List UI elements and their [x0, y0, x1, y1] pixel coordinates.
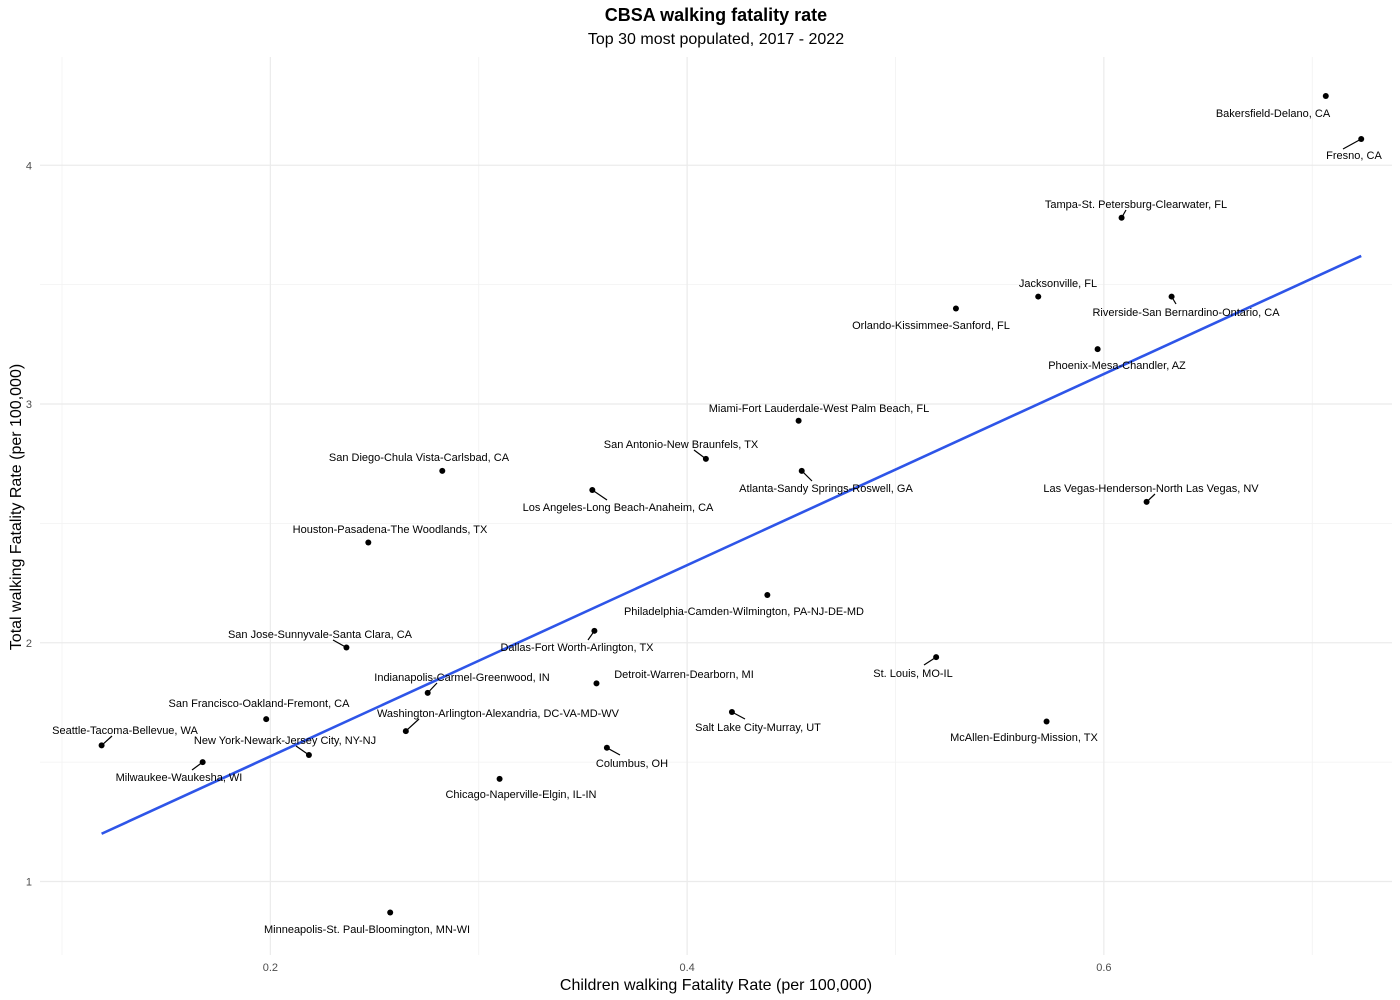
data-point — [1358, 135, 1365, 142]
data-point — [1322, 93, 1329, 100]
data-point — [98, 742, 105, 749]
data-point-label: Fresno, CA — [1326, 150, 1382, 162]
data-point-label: Orlando-Kissimmee-Sanford, FL — [852, 320, 1010, 332]
data-point-label: Detroit-Warren-Dearborn, MI — [614, 669, 754, 681]
data-point-label: San Jose-Sunnyvale-Santa Clara, CA — [228, 629, 413, 641]
y-tick-label: 1 — [26, 877, 32, 889]
data-point — [798, 467, 805, 474]
data-point — [1043, 718, 1050, 725]
data-point-label: Bakersfield-Delano, CA — [1216, 108, 1331, 120]
data-point — [199, 759, 206, 766]
y-tick-label: 4 — [26, 160, 32, 172]
data-point — [1118, 214, 1125, 221]
data-point-label: St. Louis, MO-IL — [873, 668, 952, 680]
label-leader-line — [1342, 138, 1362, 150]
data-point-label: New York-Newark-Jersey City, NY-NJ — [194, 735, 376, 747]
data-point-label: Minneapolis-St. Paul-Bloomington, MN-WI — [264, 924, 470, 936]
data-point — [1143, 498, 1150, 505]
y-axis-title: Total walking Fatality Rate (per 100,000… — [8, 364, 25, 650]
data-point-label: San Diego-Chula Vista-Carlsbad, CA — [329, 452, 510, 464]
x-tick-label: 0.6 — [1096, 962, 1111, 974]
data-point-label: Phoenix-Mesa-Chandler, AZ — [1048, 360, 1186, 372]
x-tick-label: 0.4 — [679, 962, 694, 974]
trend-line — [101, 254, 1362, 835]
data-point — [439, 467, 446, 474]
data-point — [305, 751, 312, 758]
data-point-label: San Antonio-New Braunfels, TX — [604, 439, 759, 451]
x-tick-label: 0.2 — [263, 962, 278, 974]
data-point — [496, 775, 503, 782]
data-point — [728, 708, 735, 715]
data-point-label: Atlanta-Sandy Springs-Roswell, GA — [739, 483, 913, 495]
data-point — [424, 689, 431, 696]
data-point-label: Philadelphia-Camden-Wilmington, PA-NJ-DE… — [624, 606, 864, 618]
data-point — [603, 744, 610, 751]
data-point — [1035, 293, 1042, 300]
data-point — [702, 455, 709, 462]
x-axis-title: Children walking Fatality Rate (per 100,… — [560, 977, 872, 994]
data-point — [365, 539, 372, 546]
data-point-label: Washington-Arlington-Alexandria, DC-VA-M… — [377, 708, 620, 720]
data-point — [1094, 346, 1101, 353]
data-point — [593, 680, 600, 687]
data-point-label: Miami-Fort Lauderdale-West Palm Beach, F… — [709, 403, 930, 415]
data-point-label: Chicago-Naperville-Elgin, IL-IN — [445, 789, 596, 801]
data-point — [933, 654, 940, 661]
data-point — [589, 486, 596, 493]
data-point-label: Los Angeles-Long Beach-Anaheim, CA — [523, 502, 714, 514]
data-point-label: Tampa-St. Petersburg-Clearwater, FL — [1045, 199, 1227, 211]
data-point-label: Houston-Pasadena-The Woodlands, TX — [293, 524, 488, 536]
data-point — [764, 592, 771, 598]
data-point-label: Dallas-Fort Worth-Arlington, TX — [500, 642, 654, 654]
data-point-label: Riverside-San Bernardino-Ontario, CA — [1092, 307, 1280, 319]
chart-subtitle: Top 30 most populated, 2017 - 2022 — [587, 31, 845, 48]
data-point — [343, 644, 350, 651]
data-point-label: San Francisco-Oakland-Fremont, CA — [169, 698, 351, 710]
data-point-label: Salt Lake City-Murray, UT — [695, 722, 821, 734]
data-point — [591, 627, 598, 634]
y-tick-label: 3 — [26, 399, 32, 411]
data-point — [402, 728, 409, 735]
data-point-label: McAllen-Edinburg-Mission, TX — [950, 732, 1098, 744]
data-point-label: Indianapolis-Carmel-Greenwood, IN — [374, 672, 550, 684]
data-point — [952, 305, 959, 312]
data-point-label: Milwaukee-Waukesha, WI — [116, 772, 243, 784]
data-point-label: Jacksonville, FL — [1019, 278, 1097, 290]
data-point — [263, 716, 270, 723]
data-point-label: Seattle-Tacoma-Bellevue, WA — [52, 725, 198, 737]
chart-title: CBSA walking fatality rate — [604, 5, 828, 25]
data-point-label: Las Vegas-Henderson-North Las Vegas, NV — [1043, 483, 1259, 495]
y-tick-label: 2 — [26, 638, 32, 650]
data-point-label: Columbus, OH — [596, 758, 668, 770]
data-point — [795, 417, 802, 424]
data-point — [1168, 293, 1175, 300]
data-point — [387, 909, 394, 916]
